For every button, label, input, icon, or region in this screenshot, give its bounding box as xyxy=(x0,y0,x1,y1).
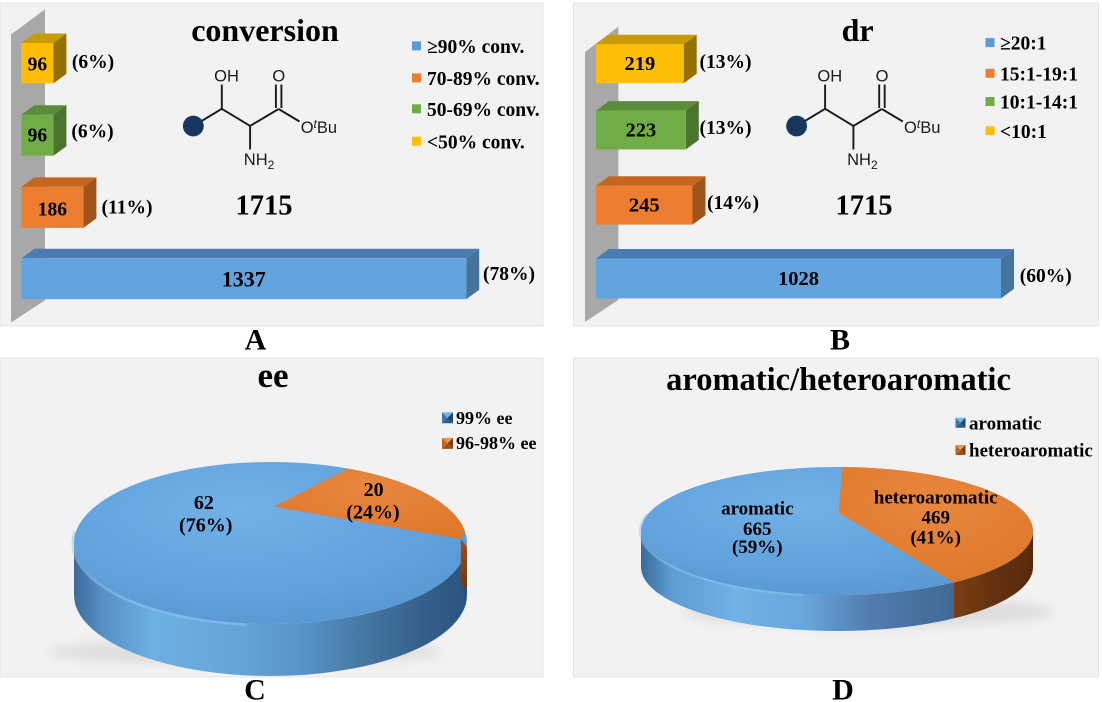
svg-text:(6%): (6%) xyxy=(71,121,113,142)
svg-text:(59%): (59%) xyxy=(732,537,783,558)
svg-text:96-98% ee: 96-98% ee xyxy=(456,433,536,453)
svg-text:70-89% conv.: 70-89% conv. xyxy=(427,69,540,90)
svg-text:(13%): (13%) xyxy=(700,52,752,73)
svg-text:96: 96 xyxy=(28,126,48,147)
svg-text:OtBu: OtBu xyxy=(904,117,940,137)
svg-text:NH2: NH2 xyxy=(244,151,275,172)
svg-text:1715: 1715 xyxy=(836,190,893,221)
svg-text:99% ee: 99% ee xyxy=(456,408,512,428)
svg-text:NH2: NH2 xyxy=(847,151,878,172)
svg-text:ee: ee xyxy=(257,356,288,395)
svg-text:O: O xyxy=(876,68,889,86)
svg-text:B: B xyxy=(830,324,850,357)
svg-text:245: 245 xyxy=(629,195,660,217)
svg-text:62: 62 xyxy=(194,492,214,514)
svg-text:heteroaromatic: heteroaromatic xyxy=(874,487,998,508)
svg-text:1715: 1715 xyxy=(236,190,293,221)
svg-text:(14%): (14%) xyxy=(707,193,759,214)
svg-text:aromatic/heteroaromatic: aromatic/heteroaromatic xyxy=(666,362,1011,398)
svg-text:1028: 1028 xyxy=(778,268,819,290)
svg-text:(78%): (78%) xyxy=(483,264,535,285)
svg-text:(13%): (13%) xyxy=(700,118,752,139)
svg-text:<50% conv.: <50% conv. xyxy=(427,132,525,153)
svg-text:OH: OH xyxy=(817,68,842,86)
svg-text:heteroaromatic: heteroaromatic xyxy=(969,441,1093,462)
svg-text:15:1-19:1: 15:1-19:1 xyxy=(1000,64,1078,85)
svg-text:A: A xyxy=(245,324,267,357)
svg-text:10:1-14:1: 10:1-14:1 xyxy=(1000,93,1078,114)
svg-text:96: 96 xyxy=(28,55,48,76)
svg-text:aromatic: aromatic xyxy=(969,414,1041,435)
svg-text:(6%): (6%) xyxy=(72,52,114,73)
svg-text:aromatic: aromatic xyxy=(721,498,793,519)
svg-text:≥20:1: ≥20:1 xyxy=(1000,34,1046,55)
svg-text:(41%): (41%) xyxy=(910,527,961,548)
svg-text:186: 186 xyxy=(38,199,68,220)
svg-text:50-69% conv.: 50-69% conv. xyxy=(427,100,540,121)
svg-text:20: 20 xyxy=(364,479,384,501)
svg-text:OH: OH xyxy=(214,68,239,86)
svg-text:D: D xyxy=(832,674,854,702)
svg-text:O: O xyxy=(272,68,285,86)
svg-text:665: 665 xyxy=(743,519,772,540)
svg-text:dr: dr xyxy=(842,12,874,48)
svg-text:219: 219 xyxy=(625,53,656,75)
svg-text:C: C xyxy=(244,674,266,702)
svg-text:≥90% conv.: ≥90% conv. xyxy=(427,37,525,58)
svg-text:1337: 1337 xyxy=(222,267,266,292)
svg-text:(76%): (76%) xyxy=(179,514,232,536)
svg-text:469: 469 xyxy=(921,507,950,528)
svg-text:(60%): (60%) xyxy=(1020,266,1072,287)
svg-text:223: 223 xyxy=(626,120,657,142)
svg-text:conversion: conversion xyxy=(191,12,339,48)
svg-text:(24%): (24%) xyxy=(346,501,399,523)
svg-text:OtBu: OtBu xyxy=(301,117,337,137)
svg-text:(11%): (11%) xyxy=(102,197,153,218)
svg-text:<10:1: <10:1 xyxy=(1000,122,1047,143)
